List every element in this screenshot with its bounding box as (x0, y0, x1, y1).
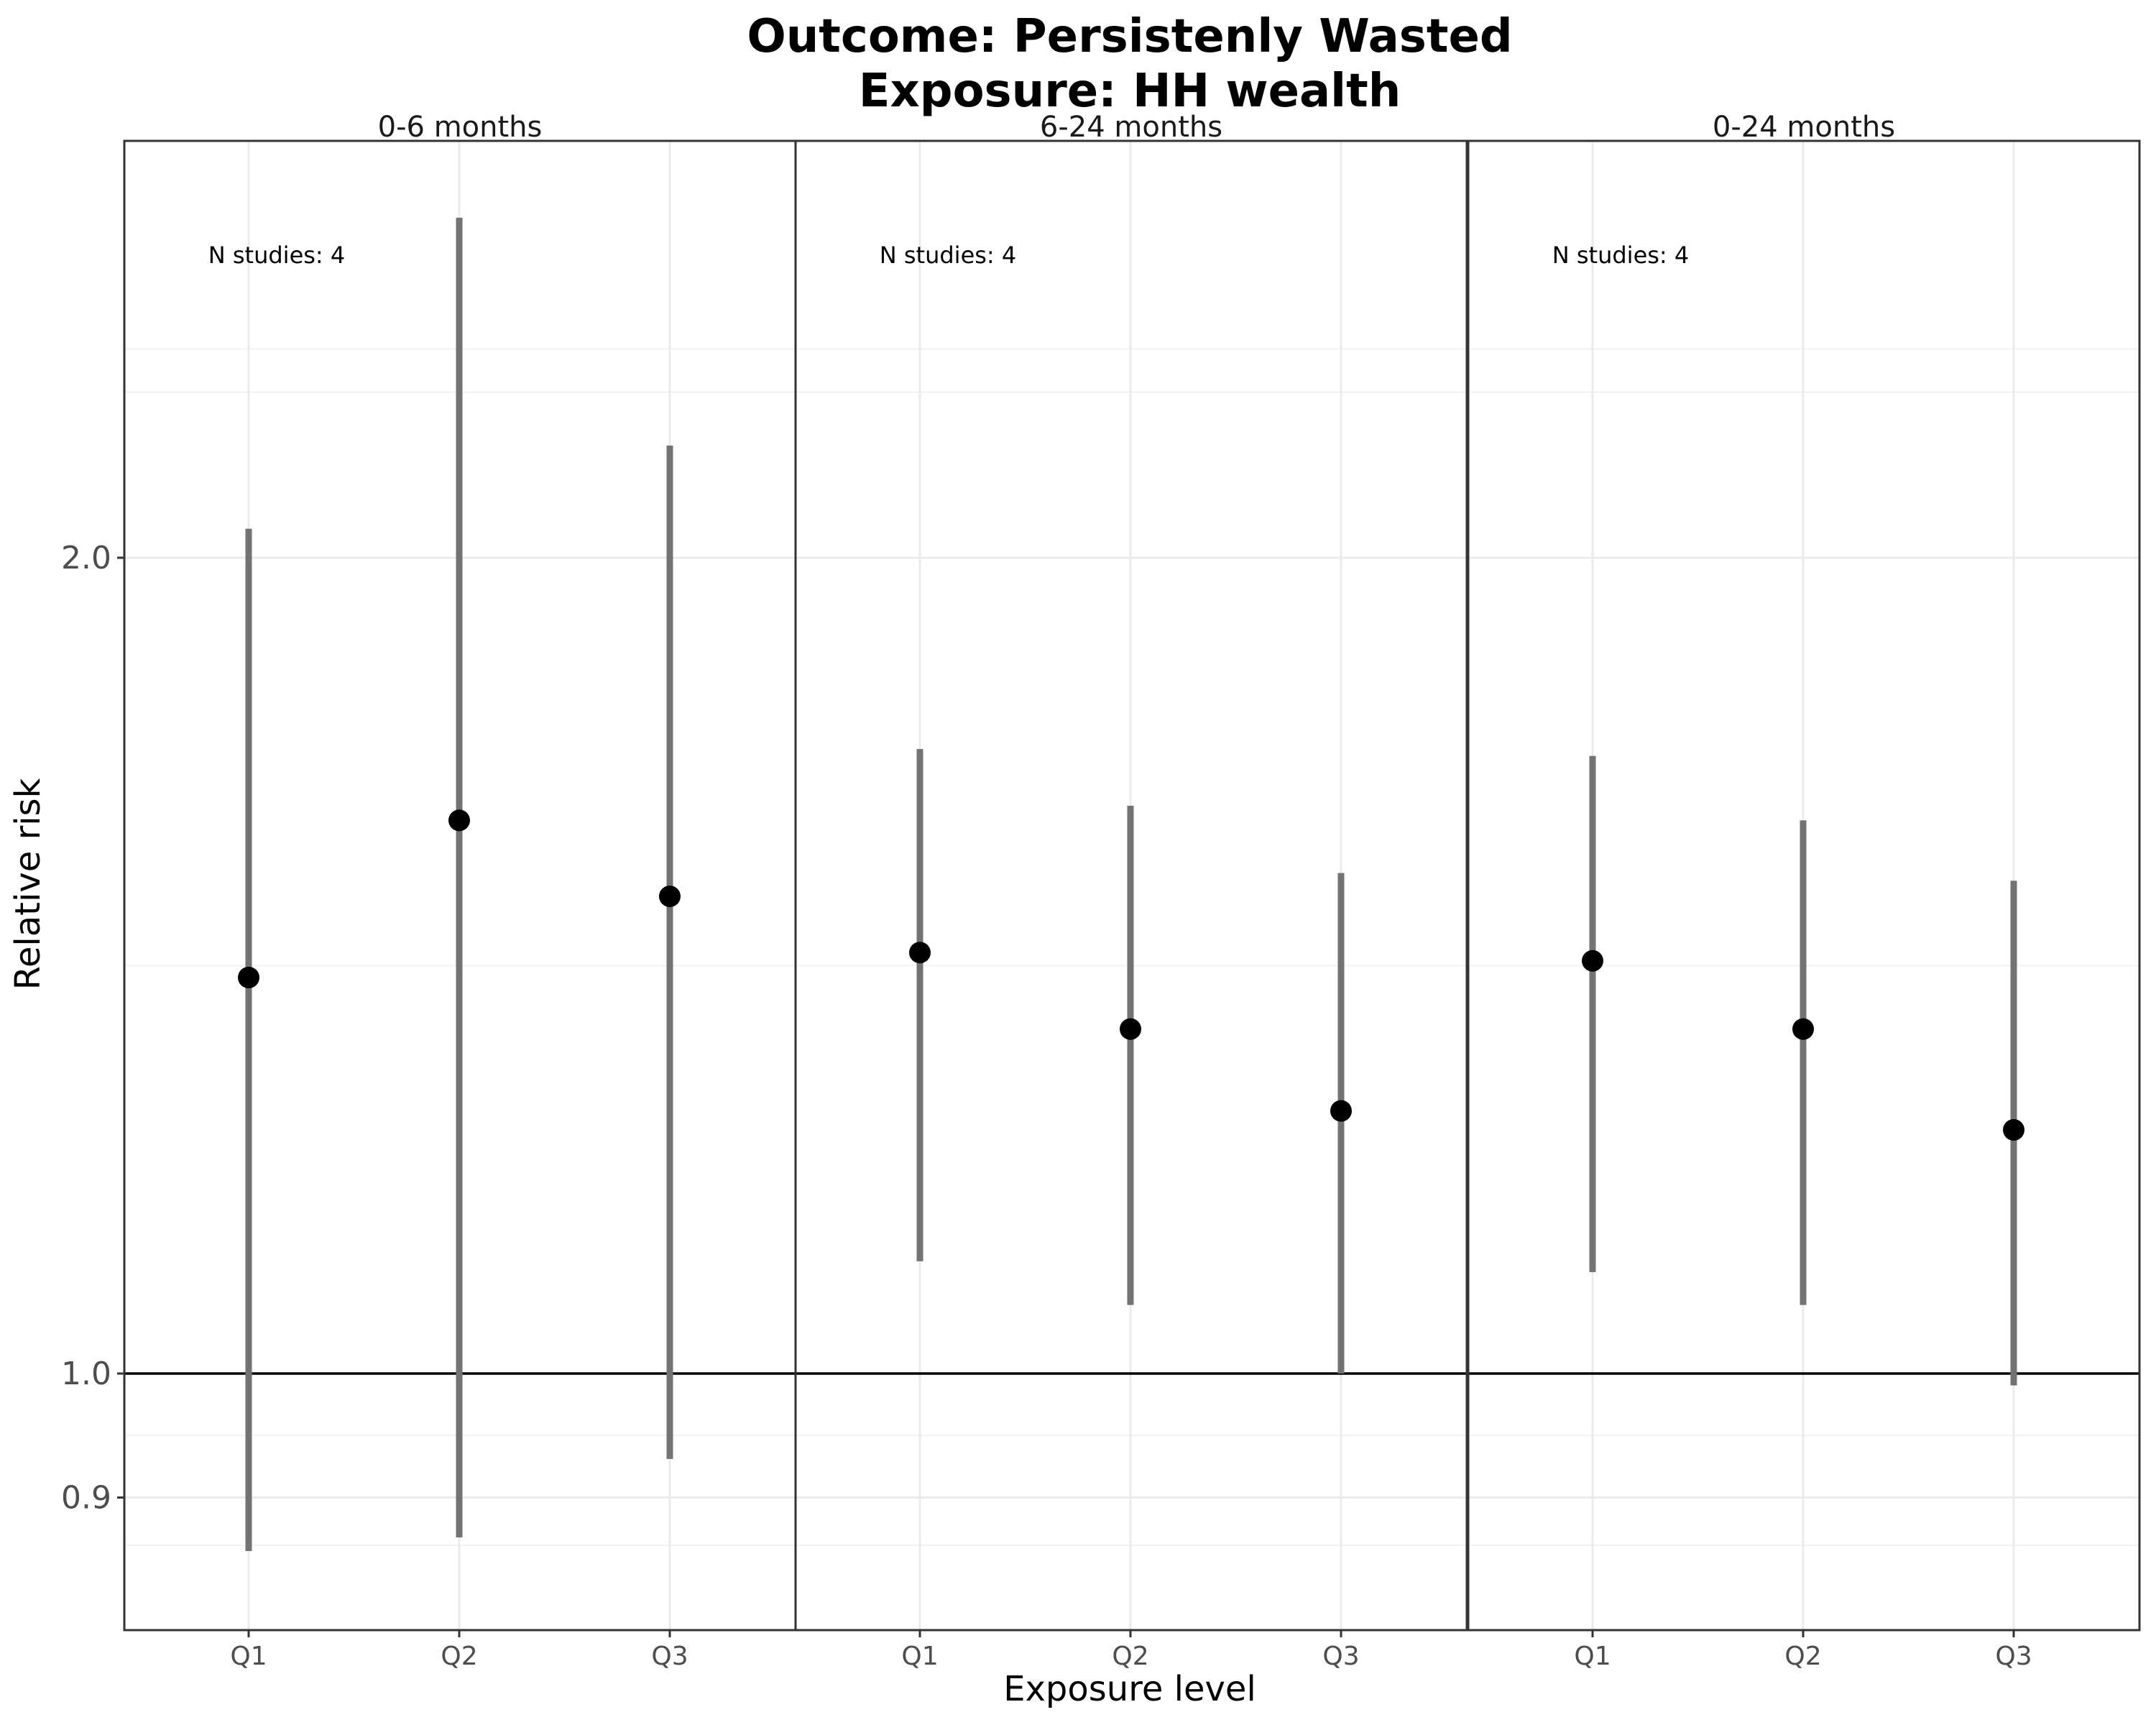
point-estimate (238, 967, 259, 989)
point-estimate (448, 809, 470, 832)
chart-subtitle: Exposure: HH wealth (859, 65, 1401, 118)
point-estimate (1120, 1018, 1141, 1040)
point-estimate (659, 886, 681, 908)
plot-layer (124, 217, 2139, 1551)
panel-annotation: N studies: 4 (880, 242, 1016, 269)
point-estimate (909, 942, 931, 964)
x-tick-label: Q3 (651, 1642, 688, 1671)
y-tick-label: 2.0 (61, 540, 111, 576)
panel-annotation: N studies: 4 (208, 242, 345, 269)
panel-strip-label: 0-6 months (378, 111, 543, 144)
x-tick-label: Q3 (1995, 1642, 2032, 1671)
point-estimate (2003, 1119, 2024, 1141)
x-tick-label: Q1 (901, 1642, 938, 1671)
y-axis-title: Relative risk (8, 778, 48, 990)
x-axis-title: Exposure level (1003, 1669, 1256, 1709)
panel-strip-label: 0-24 months (1713, 111, 1895, 144)
x-tick-label: Q2 (441, 1642, 477, 1671)
y-tick-label: 1.0 (61, 1356, 111, 1392)
point-estimate (1330, 1100, 1352, 1122)
chart-title: Outcome: Persistenly Wasted (747, 10, 1512, 63)
y-tick-label: 0.9 (61, 1480, 111, 1517)
x-tick-label: Q2 (1784, 1642, 1821, 1671)
x-tick-label: Q3 (1322, 1642, 1359, 1671)
point-estimate (1582, 949, 1603, 972)
point-estimate (1792, 1018, 1814, 1040)
x-tick-label: Q1 (1574, 1642, 1611, 1671)
x-tick-label: Q1 (230, 1642, 267, 1671)
x-tick-label: Q2 (1112, 1642, 1148, 1671)
label-layer: 0-6 months N studies: 4 Q1 Q2 Q3 6-24 months N… (61, 111, 2032, 1671)
panel-annotation: N studies: 4 (1552, 242, 1689, 269)
panel-strip-label: 6-24 months (1040, 111, 1222, 144)
